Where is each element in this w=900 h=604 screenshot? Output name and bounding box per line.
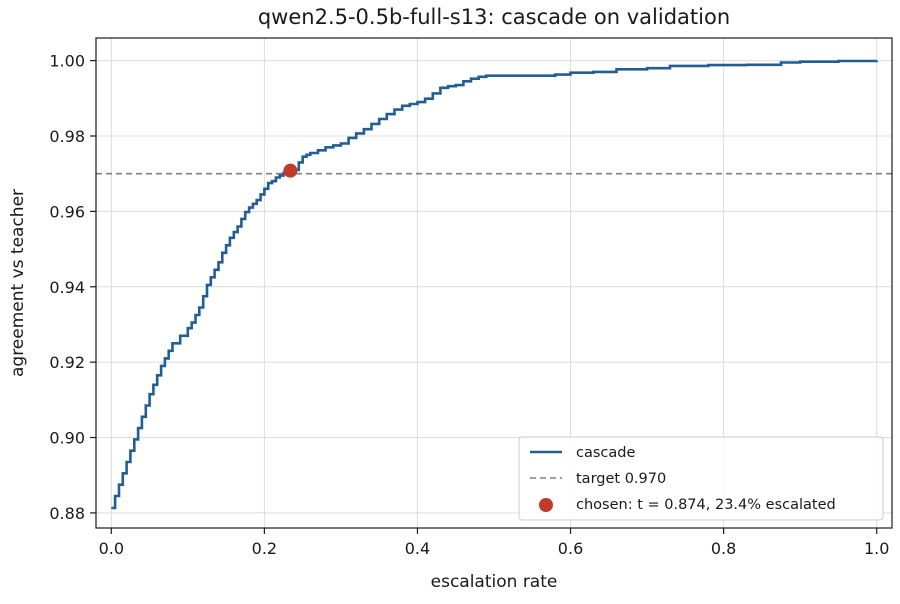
plot-series [96,59,892,510]
legend: cascade target 0.970 chosen: t = 0.874, … [518,436,884,521]
axis-ticks: 0.0 0.2 0.4 0.6 0.8 1.0 0.88 0.90 0.92 0.94 0.96 0.… [49,52,889,558]
legend-label-chosen: chosen: t = 0.874, 23.4% escalated [576,497,836,513]
y-tick-label: 0.88 [49,504,85,523]
x-tick-label: 1.0 [864,539,889,558]
x-tick-label: 0.8 [711,539,736,558]
plot-frame [95,37,893,529]
grid [96,38,892,528]
x-tick-label: 0.6 [558,539,583,558]
legend-label-cascade: cascade [576,445,635,461]
legend-label-target: target 0.970 [576,471,666,487]
y-tick-label: 0.92 [49,353,85,372]
x-tick-label: 0.4 [405,539,430,558]
y-tick-label: 0.96 [49,202,85,221]
y-tick-label: 0.90 [49,429,85,448]
x-axis-title: escalation rate [431,572,558,592]
legend-box [518,436,884,521]
x-tick-label: 0.2 [252,539,277,558]
y-axis-title: agreement vs teacher [8,189,28,377]
cascade-line [111,59,878,510]
chart-title: qwen2.5-0.5b-full-s13: cascade on valida… [258,5,730,29]
legend-swatch-chosen [539,498,553,512]
y-tick-label: 0.94 [49,278,85,297]
chosen-point [283,163,298,178]
x-tick-label: 0.0 [99,539,124,558]
y-tick-label: 1.00 [49,52,85,71]
y-tick-label: 0.98 [49,127,85,146]
